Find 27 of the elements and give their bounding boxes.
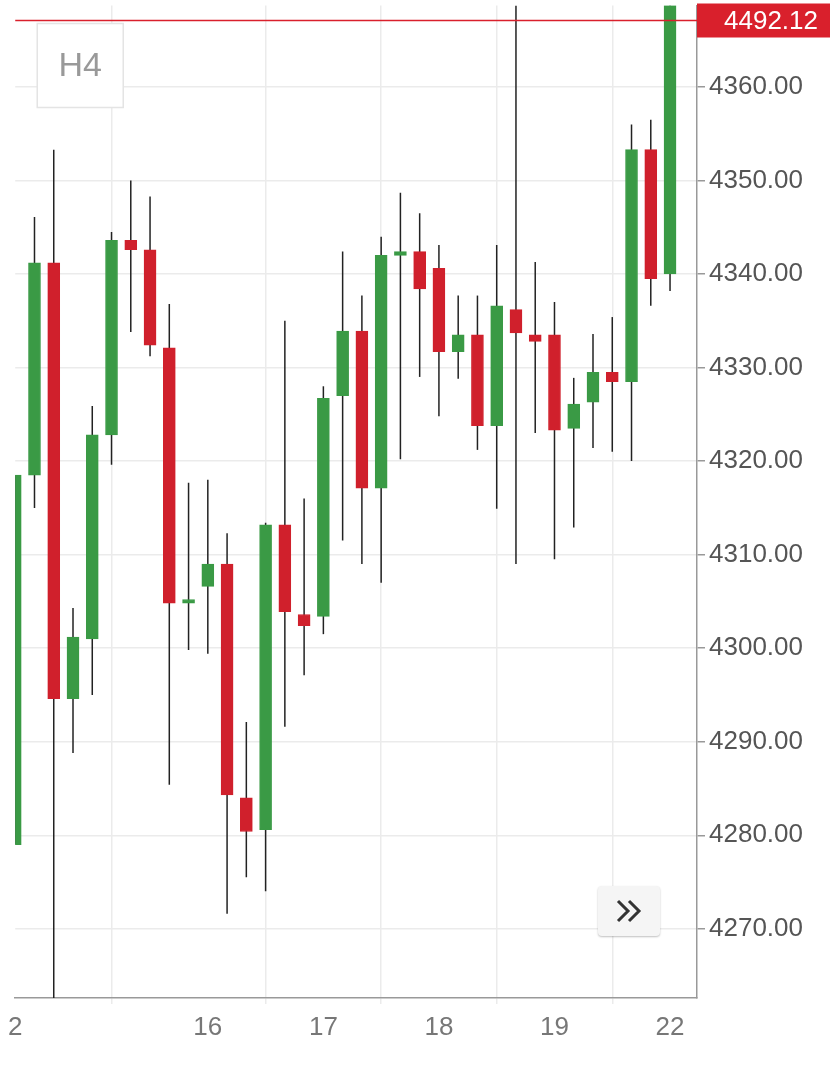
candlestick [182, 481, 195, 651]
y-tick-label: 4280.00 [709, 818, 803, 849]
text: 4492.12 [724, 4, 818, 35]
y-tick-label: 4320.00 [709, 444, 803, 475]
candlestick [124, 179, 138, 333]
y-tick-label: 4300.00 [709, 631, 803, 662]
x-tick-label: 22 [655, 1010, 685, 1041]
x-tick-label: 19 [540, 1010, 569, 1041]
y-tick-label: 4360.00 [709, 70, 803, 101]
candlestick [297, 497, 311, 677]
y-tick-label: 4310.00 [709, 537, 803, 568]
y-tick-label: 4290.00 [709, 724, 803, 755]
annotation: H4 [58, 44, 102, 83]
x-tick-label: 2 [8, 1010, 23, 1041]
candlestick [567, 377, 581, 529]
candlestick [528, 261, 542, 434]
candlestick [201, 479, 215, 655]
candlestick [451, 294, 465, 380]
candlestick [605, 316, 619, 453]
y-tick-label: 4270.00 [709, 911, 803, 942]
y-tick-label: 4350.00 [709, 163, 803, 194]
x-tick-label: 16 [193, 1010, 223, 1041]
candlestick [394, 191, 407, 460]
x-tick-label: 17 [308, 1010, 338, 1041]
y-tick-label: 4340.00 [709, 257, 803, 288]
x-tick-label: 18 [424, 1010, 454, 1041]
y-tick-label: 4330.00 [709, 350, 803, 381]
